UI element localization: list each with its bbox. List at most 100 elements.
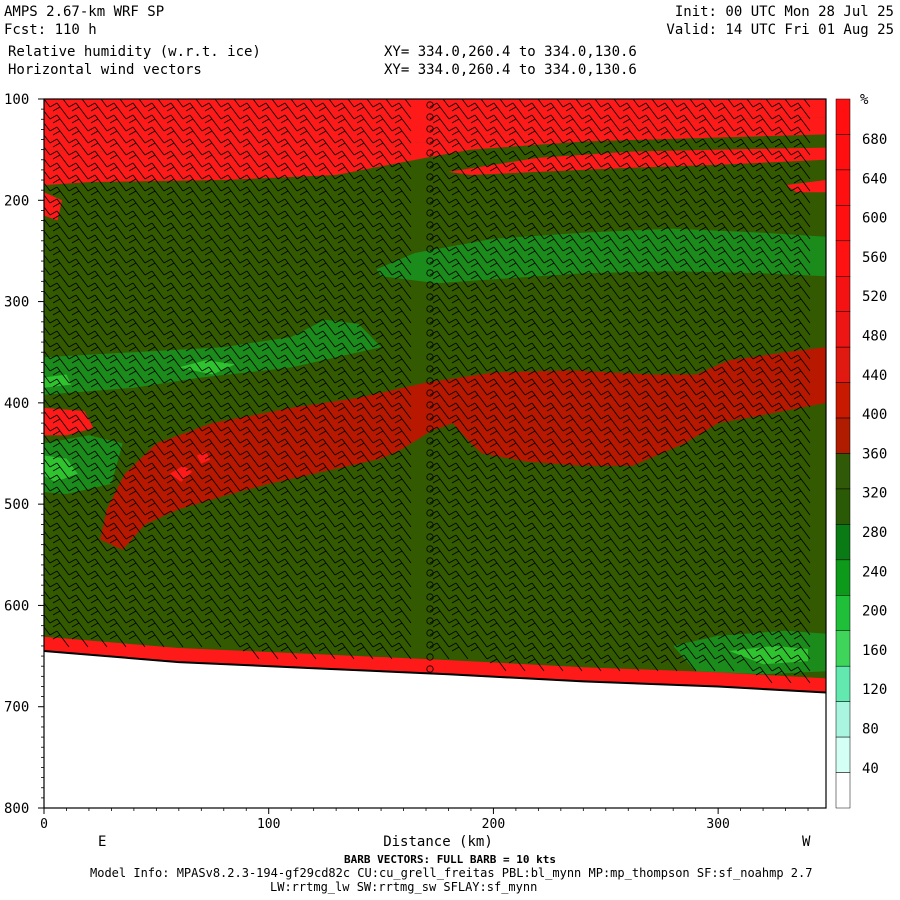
wind-barb bbox=[657, 354, 678, 372]
wind-barb bbox=[353, 234, 374, 252]
wind-barb bbox=[524, 522, 545, 540]
wind-barb bbox=[714, 102, 735, 120]
wind-barb bbox=[524, 606, 545, 624]
wind-barb bbox=[182, 414, 203, 432]
wind-barb bbox=[733, 270, 754, 288]
wind-barb bbox=[790, 270, 811, 288]
wind-barb bbox=[201, 522, 222, 540]
wind-barb bbox=[315, 222, 336, 240]
wind-barb bbox=[220, 414, 241, 432]
wind-barb bbox=[163, 438, 184, 456]
wind-barb bbox=[49, 618, 70, 636]
wind-barb bbox=[258, 330, 279, 348]
wind-barb bbox=[106, 510, 127, 528]
wind-barb bbox=[543, 294, 564, 312]
wind-barb bbox=[619, 438, 640, 456]
wind-barb bbox=[68, 462, 89, 480]
wind-barb bbox=[277, 438, 298, 456]
wind-barb bbox=[433, 99, 450, 108]
wind-barb bbox=[258, 474, 279, 492]
wind-barb bbox=[87, 618, 108, 636]
cross-section-xy-1: XY= 334.0,260.4 to 334.0,130.6 bbox=[384, 44, 637, 60]
wind-barb bbox=[714, 606, 735, 624]
wind-barb bbox=[676, 354, 697, 372]
wind-barb bbox=[87, 594, 108, 612]
wind-barb bbox=[486, 438, 507, 456]
wind-barb bbox=[429, 378, 450, 396]
wind-barb bbox=[524, 378, 545, 396]
wind-barb bbox=[562, 450, 583, 468]
wind-barb bbox=[657, 390, 678, 408]
wind-barb bbox=[600, 510, 621, 528]
wind-barb bbox=[657, 378, 678, 396]
wind-barb bbox=[144, 342, 165, 360]
wind-barb bbox=[752, 198, 773, 216]
wind-barb bbox=[771, 306, 792, 324]
wind-barb bbox=[277, 246, 298, 264]
wind-barb bbox=[296, 510, 317, 528]
wind-barb bbox=[163, 174, 184, 192]
wind-barb bbox=[391, 114, 412, 132]
wind-barb bbox=[467, 462, 488, 480]
wind-barb bbox=[467, 318, 488, 336]
wind-barb bbox=[353, 162, 374, 180]
wind-barb bbox=[277, 174, 298, 192]
wind-barb bbox=[334, 210, 355, 228]
wind-barb bbox=[353, 354, 374, 372]
wind-barb bbox=[239, 618, 260, 636]
wind-barb bbox=[315, 546, 336, 564]
wind-barb bbox=[391, 486, 412, 504]
wind-barb bbox=[182, 390, 203, 408]
wind-barb bbox=[125, 426, 146, 444]
wind-barb bbox=[562, 198, 583, 216]
wind-barb bbox=[657, 654, 678, 672]
wind-barb bbox=[277, 198, 298, 216]
wind-barb bbox=[581, 366, 602, 384]
wind-barb bbox=[106, 570, 127, 588]
wind-barb bbox=[486, 342, 507, 360]
wind-barb bbox=[543, 618, 564, 636]
wind-barb bbox=[182, 606, 203, 624]
wind-barb bbox=[87, 402, 108, 420]
wind-barb bbox=[68, 570, 89, 588]
wind-barb bbox=[790, 294, 811, 312]
wind-barb bbox=[581, 642, 602, 660]
wind-barb bbox=[771, 534, 792, 552]
model-info: Model Info: MPASv8.2.3-194-gf29cd82c CU:… bbox=[90, 866, 813, 880]
wind-barb bbox=[44, 206, 51, 216]
wind-barb bbox=[87, 294, 108, 312]
wind-barb bbox=[163, 498, 184, 516]
wind-barb bbox=[619, 486, 640, 504]
wind-barb bbox=[733, 450, 754, 468]
wind-barb bbox=[163, 582, 184, 600]
wind-barb bbox=[524, 294, 545, 312]
wind-barb bbox=[182, 330, 203, 348]
wind-barb bbox=[315, 642, 336, 660]
wind-barb bbox=[581, 414, 602, 432]
wind-barb bbox=[87, 630, 108, 648]
wind-barb bbox=[562, 510, 583, 528]
wind-barb bbox=[372, 642, 393, 660]
wind-barb bbox=[505, 546, 526, 564]
wind-barb bbox=[125, 570, 146, 588]
wind-barb bbox=[619, 558, 640, 576]
wind-barb bbox=[258, 294, 279, 312]
wind-barb bbox=[391, 258, 412, 276]
wind-barb bbox=[486, 378, 507, 396]
wind-barb bbox=[657, 582, 678, 600]
wind-barb bbox=[448, 474, 469, 492]
wind-barb bbox=[695, 318, 716, 336]
wind-barb bbox=[315, 510, 336, 528]
wind-barb bbox=[201, 582, 222, 600]
wind-barb bbox=[125, 342, 146, 360]
wind-barb bbox=[372, 210, 393, 228]
wind-barb bbox=[600, 474, 621, 492]
wind-barb bbox=[600, 366, 621, 384]
wind-barb bbox=[638, 330, 659, 348]
wind-barb bbox=[600, 270, 621, 288]
wind-barb bbox=[562, 522, 583, 540]
ground-line bbox=[44, 650, 826, 694]
wind-barb bbox=[87, 438, 108, 456]
wind-barb bbox=[733, 558, 754, 576]
wind-barb bbox=[486, 150, 507, 168]
